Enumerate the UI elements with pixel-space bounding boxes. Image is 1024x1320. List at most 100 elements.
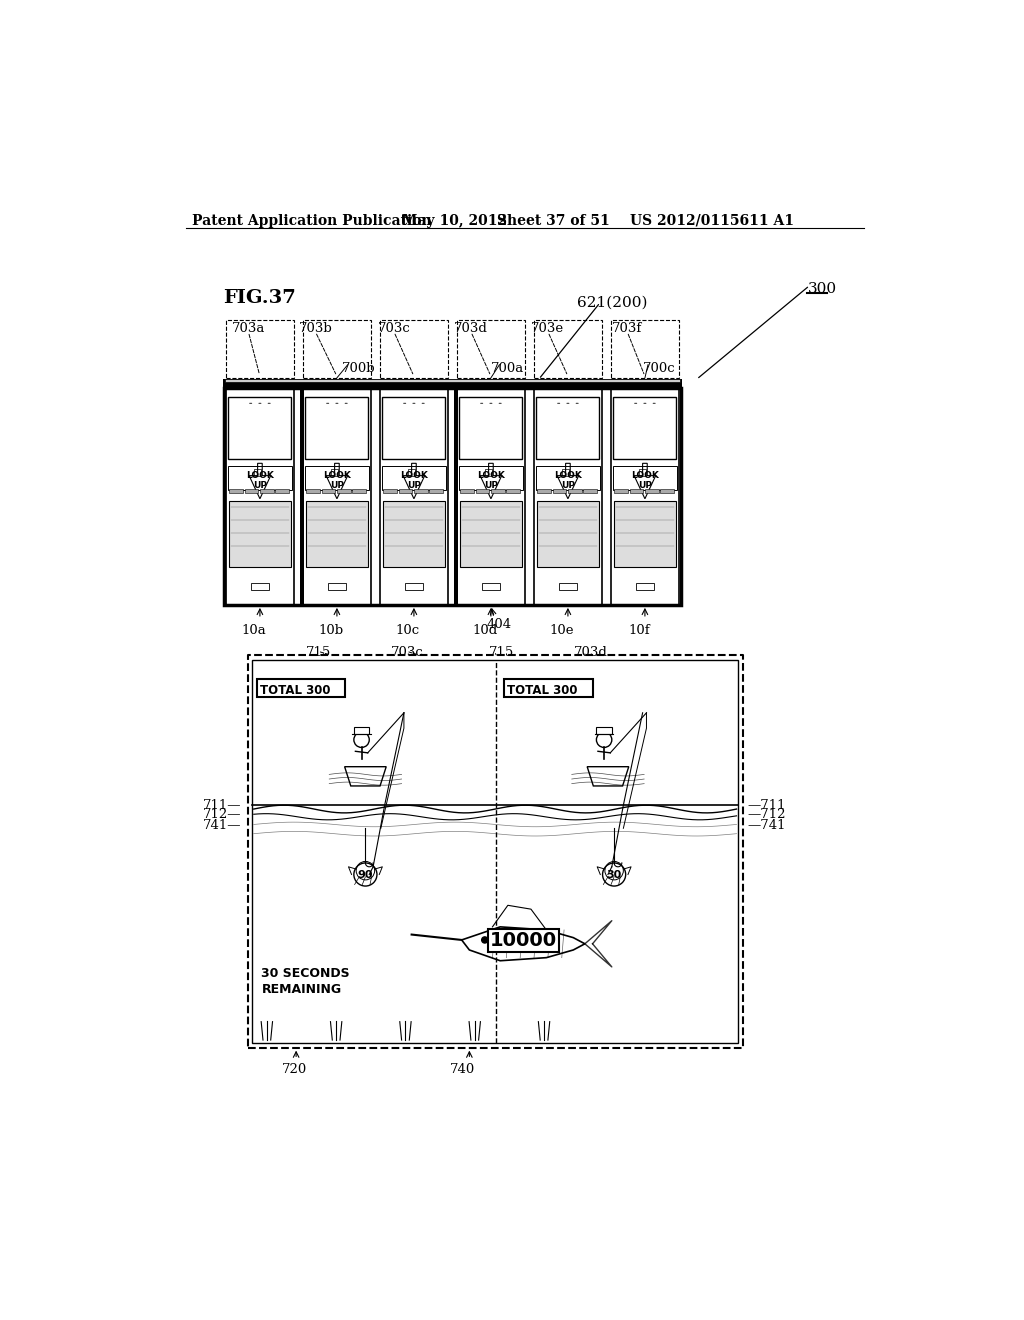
Bar [538, 502, 599, 566]
Bar [490, 488, 505, 492]
Text: 10f: 10f [628, 624, 649, 638]
Text: 715: 715 [306, 645, 332, 659]
Text: 30 SECONDS
REMAINING: 30 SECONDS REMAINING [261, 966, 350, 995]
Bar [504, 678, 593, 697]
Polygon shape [587, 767, 629, 785]
Text: Sheet 37 of 51: Sheet 37 of 51 [497, 214, 610, 228]
Bar [223, 388, 681, 605]
Text: 10e: 10e [550, 624, 574, 638]
Text: —741: —741 [748, 818, 785, 832]
Bar [245, 488, 258, 492]
Bar [553, 488, 566, 492]
Text: US 2012/0115611 A1: US 2012/0115611 A1 [630, 214, 794, 228]
Bar [611, 321, 679, 378]
Polygon shape [557, 463, 579, 499]
Text: LOOK
UP: LOOK UP [323, 470, 351, 490]
Text: 712—: 712— [203, 808, 242, 821]
Bar [398, 488, 413, 492]
Text: 404: 404 [486, 618, 511, 631]
Text: —711: —711 [748, 799, 785, 812]
Bar [660, 488, 674, 492]
Bar [382, 466, 446, 490]
Text: 30: 30 [606, 870, 622, 879]
Bar [457, 388, 525, 605]
Text: 720: 720 [282, 1063, 307, 1076]
Bar [337, 488, 351, 492]
Text: 621(200): 621(200) [578, 296, 647, 309]
Bar [414, 488, 428, 492]
Text: 715: 715 [488, 645, 514, 659]
Bar [383, 488, 397, 492]
Text: 10a: 10a [242, 624, 266, 638]
Bar [248, 655, 742, 1048]
Text: 700c: 700c [643, 363, 675, 375]
Bar [460, 488, 474, 492]
Bar [352, 488, 367, 492]
Bar [562, 470, 569, 475]
Bar [535, 388, 602, 605]
Bar [380, 321, 447, 378]
Bar [630, 488, 643, 492]
Text: 703a: 703a [231, 322, 265, 335]
Circle shape [481, 937, 487, 942]
Polygon shape [462, 927, 585, 961]
Text: 703d: 703d [454, 322, 487, 335]
Bar [328, 583, 346, 590]
Bar [229, 488, 243, 492]
Text: 711—: 711— [203, 799, 242, 812]
Bar [475, 488, 489, 492]
Bar [254, 470, 261, 475]
Bar [404, 583, 423, 590]
Bar [300, 388, 304, 605]
Text: 740: 740 [451, 1063, 475, 1076]
Bar [614, 502, 676, 566]
Bar [645, 488, 658, 492]
Text: 10b: 10b [318, 624, 343, 638]
Text: 703e: 703e [531, 322, 564, 335]
Text: 703c: 703c [391, 645, 424, 659]
Text: LOOK
UP: LOOK UP [477, 470, 505, 490]
Bar [613, 397, 677, 459]
Polygon shape [634, 463, 655, 499]
Text: LOOK
UP: LOOK UP [246, 470, 273, 490]
Text: Patent Application Publication: Patent Application Publication [193, 214, 432, 228]
Text: 703b: 703b [298, 322, 332, 335]
Bar [459, 466, 523, 490]
Bar [383, 502, 444, 566]
Text: 10d: 10d [472, 624, 498, 638]
Bar [460, 397, 522, 459]
Bar [506, 488, 520, 492]
Text: 741—: 741— [203, 818, 242, 832]
Text: 700a: 700a [490, 363, 524, 375]
Text: 300: 300 [808, 281, 838, 296]
Bar [568, 488, 582, 492]
Polygon shape [249, 463, 270, 499]
Bar [457, 321, 525, 378]
Bar [614, 488, 628, 492]
Text: 10000: 10000 [489, 931, 557, 950]
Bar [252, 660, 738, 1043]
Bar [260, 488, 273, 492]
Text: —712: —712 [748, 808, 785, 821]
Bar [636, 583, 654, 590]
Text: 703d: 703d [574, 645, 608, 659]
Polygon shape [480, 463, 502, 499]
Text: 703c: 703c [378, 322, 411, 335]
Bar [460, 502, 521, 566]
Text: 90: 90 [357, 870, 373, 879]
Bar [559, 583, 578, 590]
Bar [639, 470, 646, 475]
Text: 10c: 10c [395, 624, 420, 638]
Bar [226, 321, 294, 378]
Bar [354, 727, 370, 734]
Text: LOOK
UP: LOOK UP [554, 470, 582, 490]
Text: May 10, 2012: May 10, 2012 [401, 214, 507, 228]
Text: FIG.37: FIG.37 [223, 289, 296, 308]
Bar [229, 502, 291, 566]
Bar [223, 379, 682, 388]
Bar [303, 321, 371, 378]
Bar [331, 470, 339, 475]
Text: 703f: 703f [612, 322, 642, 335]
Bar [454, 388, 458, 605]
Bar [380, 388, 447, 605]
